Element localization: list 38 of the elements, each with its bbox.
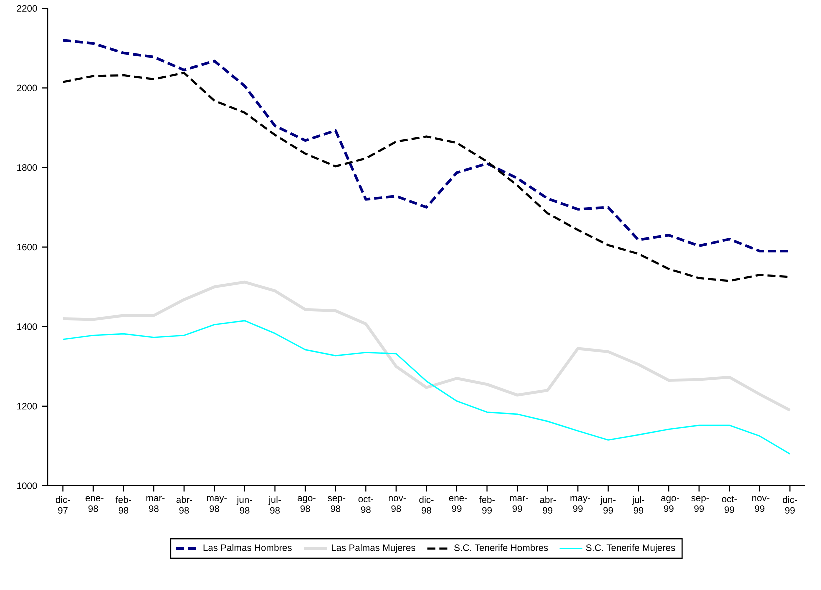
x-tick-label: mar-99 <box>510 496 528 512</box>
line-series <box>62 280 792 412</box>
y-tick-label: 1800 <box>18 164 38 172</box>
x-tick-label: ago-99 <box>661 496 680 512</box>
line-series <box>62 320 791 455</box>
legend-label: S.C. Tenerife Mujeres <box>586 544 676 554</box>
x-tick-label: nov-98 <box>389 496 406 512</box>
x-tick-label: dic-99 <box>783 496 798 514</box>
y-tick-label: 1000 <box>18 482 38 490</box>
y-tick-label: 2200 <box>17 5 38 12</box>
x-tick-label: ago-98 <box>298 496 316 512</box>
x-tick-label: abr-98 <box>176 496 193 514</box>
x-tick-label: sep-99 <box>692 496 710 512</box>
legend-label: Las Palmas Mujeres <box>332 544 416 554</box>
x-tick-label: jun-98 <box>236 496 252 514</box>
x-tick-label: jun-99 <box>600 496 616 514</box>
legend-label: Las Palmas Hombres <box>204 544 292 552</box>
x-tick-label: sep-98 <box>328 496 346 512</box>
y-tick-label: 1600 <box>18 244 38 251</box>
x-tick-label: mar-98 <box>146 496 165 512</box>
legend-label: S.C. Tenerife Hombres <box>454 544 548 552</box>
x-tick-label: dic-97 <box>56 496 70 514</box>
x-tick-label: may-98 <box>207 496 227 512</box>
x-tick-label: ene-99 <box>449 496 468 512</box>
x-tick-label: nov-99 <box>752 496 770 512</box>
x-tick-label: feb-99 <box>479 496 495 514</box>
y-tick-label: 2000 <box>17 84 38 92</box>
x-tick-label: dic-98 <box>420 496 434 514</box>
x-tick-label: abr-99 <box>540 496 556 514</box>
x-tick-label: feb-98 <box>116 496 132 514</box>
x-tick-label: jul-99 <box>632 496 645 514</box>
x-tick-label: jul-98 <box>268 496 282 514</box>
y-tick-label: 1200 <box>18 403 38 410</box>
x-tick-label: ene-98 <box>86 496 104 512</box>
y-tick-label: 1400 <box>18 324 38 330</box>
x-tick-label: may-99 <box>570 496 590 512</box>
x-tick-label: oct-98 <box>358 496 374 514</box>
x-tick-label: oct-99 <box>722 496 737 514</box>
